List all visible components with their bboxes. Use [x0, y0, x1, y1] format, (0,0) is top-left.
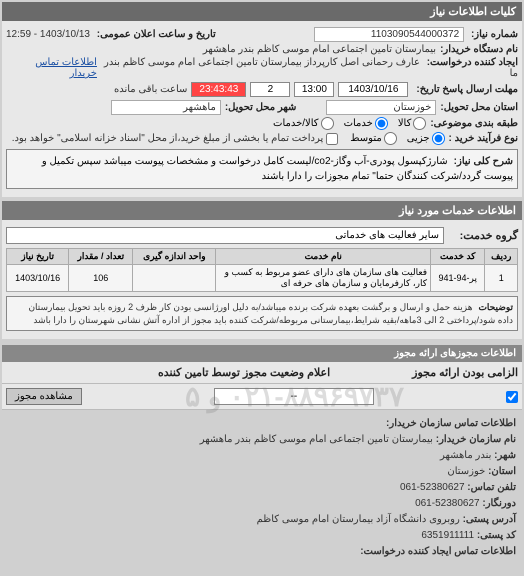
description-box: شرح کلی نیاز: شارژکپسول پودری-آب وگاز-co…	[6, 149, 518, 189]
auth-required-checkbox[interactable]	[506, 391, 518, 403]
contact-link[interactable]: اطلاعات تماس خریدار	[6, 57, 97, 79]
province-value: خوزستان	[326, 100, 436, 115]
radio-both[interactable]: کالا/خدمات	[273, 117, 334, 130]
svc-group-value: سایر فعالیت های خدماتی	[6, 227, 444, 244]
desc-text: شارژکپسول پودری-آب وگاز-co2/لیست کامل در…	[42, 156, 513, 182]
reqno-value: 1103090544000372	[314, 27, 464, 42]
countdown-timer: 23:43:43	[191, 82, 246, 97]
fax-label: دورنگار:	[482, 498, 516, 509]
contact-prov-label: استان:	[488, 466, 516, 477]
service-block: گروه خدمت: سایر فعالیت های خدماتی ردیف ک…	[2, 220, 522, 339]
cell-idx: 1	[485, 265, 518, 292]
packing-label: طبقه بندی موضوعی:	[430, 118, 518, 129]
buyer-value: بیمارستان تامین اجتماعی امام موسی کاظم ب…	[203, 44, 436, 55]
radio-kala[interactable]: کالا	[398, 117, 427, 130]
addr-value: روبروی دانشگاه آزاد بیمارستان امام موسی …	[257, 514, 460, 525]
auth-col2: اعلام وضعیت مجوز توسط تامین کننده	[158, 366, 330, 379]
auth-section-header: اطلاعات مجوزهای ارائه مجوز	[2, 345, 522, 362]
auth-header-row: الزامی بودن ارائه مجوز اعلام وضعیت مجوز …	[2, 362, 522, 384]
tel-label: تلفن تماس:	[467, 482, 516, 493]
th-qty: تعداد / مقدار	[69, 249, 133, 265]
deadline-label: مهلت ارسال پاسخ تاریخ:	[416, 84, 518, 95]
auth-data-row: -- مشاهده مجوز	[2, 384, 522, 410]
service-table: ردیف کد خدمت نام خدمت واحد اندازه گیری ت…	[6, 248, 518, 292]
city-value: ماهشهر	[111, 100, 221, 115]
radio-both-input[interactable]	[321, 117, 334, 130]
contact-city-label: شهر:	[494, 450, 516, 461]
cell-unit	[133, 265, 216, 292]
contact-city: بندر ماهشهر	[440, 450, 491, 461]
th-unit: واحد اندازه گیری	[133, 249, 216, 265]
cell-date: 1403/10/16	[7, 265, 69, 292]
fax-value: 52380627-061	[415, 498, 480, 509]
post-label: کد پستی:	[477, 530, 516, 541]
cell-qty: 106	[69, 265, 133, 292]
contact-prov: خوزستان	[447, 466, 485, 477]
cell-code: پر-94-941	[431, 265, 485, 292]
tel-value: 52380627-061	[400, 482, 465, 493]
remain-text: ساعت باقی مانده	[114, 84, 187, 95]
basic-info-block: شماره نیاز: 1103090544000372 تاریخ و ساع…	[2, 21, 522, 197]
org-value: بیمارستان تامین اجتماعی امام موسی کاظم ب…	[200, 434, 433, 445]
payment-note: پرداخت تمام یا بخشی از مبلغ خرید،از محل …	[12, 133, 324, 144]
payment-label: نوع فرآیند خرید :	[449, 133, 518, 144]
reqno-label: شماره نیاز:	[471, 29, 518, 40]
cond-label: توضیحات	[478, 301, 513, 314]
conditions-box: توضیحات هزینه حمل و ارسال و برگشت بعهده …	[6, 296, 518, 331]
radio-kala-input[interactable]	[413, 117, 426, 130]
packing-radio-group: کالا خدمات کالا/خدمات	[273, 117, 426, 130]
city-label: شهر محل تحویل:	[225, 102, 297, 113]
deadline-time: 13:00	[294, 82, 334, 97]
addr-label: آدرس پستی:	[463, 514, 516, 525]
radio-jozei-input[interactable]	[432, 132, 445, 145]
radio-jozei[interactable]: جزیی	[407, 132, 445, 145]
contact-block: اطلاعات تماس سازمان خریدار: نام سازمان خ…	[2, 410, 522, 566]
svc-group-label: گروه خدمت:	[448, 229, 518, 242]
th-date: تاریخ نیاز	[7, 249, 69, 265]
announce-label: تاریخ و ساعت اعلان عمومی:	[97, 29, 216, 40]
table-header-row: ردیف کد خدمت نام خدمت واحد اندازه گیری ت…	[7, 249, 518, 265]
creator-label: ایجاد کننده درخواست:	[427, 57, 518, 68]
treasury-checkbox[interactable]	[326, 133, 338, 145]
auth-col1: الزامی بودن ارائه مجوز	[412, 366, 518, 379]
contact-creator-label: اطلاعات تماس ایجاد کننده درخواست:	[8, 544, 516, 560]
radio-motavasset[interactable]: متوسط	[350, 132, 396, 145]
post-value: 6351911111	[421, 530, 474, 541]
contact-title: اطلاعات تماس سازمان خریدار:	[8, 416, 516, 432]
desc-label: شرح کلی نیاز:	[454, 154, 513, 169]
th-code: کد خدمت	[431, 249, 485, 265]
table-row: 1 پر-94-941 فعالیت های سازمان های دارای …	[7, 265, 518, 292]
auth-status-select[interactable]: --	[214, 388, 374, 405]
buyer-label: نام دستگاه خریدار:	[440, 44, 518, 55]
payment-radio-group: جزیی متوسط	[350, 132, 444, 145]
cond-text: هزینه حمل و ارسال و برگشت بعهده شرکت برن…	[28, 302, 513, 325]
radio-khadamat-input[interactable]	[375, 117, 388, 130]
th-name: نام خدمت	[216, 249, 431, 265]
main-header: کلیات اطلاعات نیاز	[2, 2, 522, 21]
cell-name: فعالیت های سازمان های دارای عضو مربوط به…	[216, 265, 431, 292]
radio-khadamat[interactable]: خدمات	[344, 117, 388, 130]
view-auth-button[interactable]: مشاهده مجوز	[6, 388, 82, 405]
service-section-header: اطلاعات خدمات مورد نیاز	[2, 201, 522, 220]
radio-motavasset-input[interactable]	[384, 132, 397, 145]
deadline-date: 1403/10/16	[338, 82, 408, 97]
deadline-days: 2	[250, 82, 290, 97]
announce-value: 1403/10/13 - 12:59	[6, 29, 90, 40]
th-idx: ردیف	[485, 249, 518, 265]
province-label: استان محل تحویل:	[440, 102, 518, 113]
org-label: نام سازمان خریدار:	[436, 434, 516, 445]
